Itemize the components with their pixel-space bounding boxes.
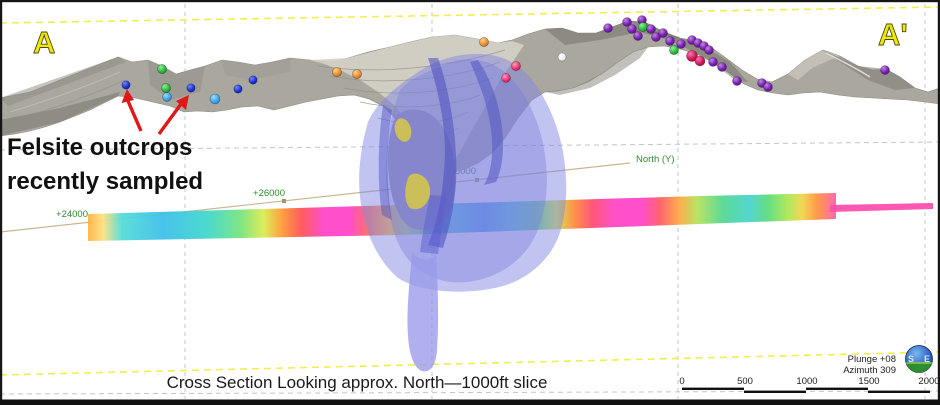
globe-ground (905, 363, 933, 373)
sample-point-purple (627, 24, 637, 34)
terrain-texture-line (9, 71, 121, 113)
sample-point-white (557, 52, 567, 62)
sample-point-purple (651, 32, 661, 42)
sample-point-purple (622, 17, 632, 27)
sample-point-purple (676, 39, 686, 49)
sample-point-purple (646, 24, 656, 34)
felsite-blue-body (359, 54, 567, 372)
blue-ribbon (420, 195, 446, 254)
azimuth-label: Azimuth 309 (843, 365, 896, 376)
sample-points-layer (121, 15, 890, 105)
sample-point-purple (763, 82, 773, 92)
sample-point-purple (603, 23, 613, 33)
terrain-shading (665, 33, 748, 82)
scale-segment (744, 390, 806, 393)
figure-caption: Cross Section Looking approx. North—1000… (167, 373, 548, 392)
blue-stalk (407, 252, 439, 372)
blue-ribbon (378, 105, 392, 220)
orientation-globe-icon[interactable]: S E (905, 345, 933, 374)
sample-point-purple (633, 31, 643, 41)
sample-point-blue (248, 75, 258, 85)
sample-point-green (669, 45, 679, 55)
globe-letter-s: S (908, 354, 914, 364)
terrain-shading (788, 50, 840, 80)
scale-label-1000: 1000 (796, 376, 817, 387)
scale-label-500: 500 (737, 376, 753, 387)
scale-label-0: 0 (679, 376, 684, 387)
terrain-texture-line (5, 79, 126, 123)
sample-point-purple (704, 45, 714, 55)
sample-point-cyan (209, 93, 221, 105)
section-label-a-prime: A' (878, 17, 908, 52)
sample-point-purple (717, 62, 727, 72)
terrain-shading (0, 92, 120, 136)
annotation-group: Felsite outcrops recently sampled (7, 89, 203, 195)
annotation-line1: Felsite outcrops (7, 134, 192, 161)
blue-ribbon (470, 60, 504, 185)
blue-body-outline (359, 54, 567, 292)
blue-ribbon (428, 58, 457, 248)
plunge-label: Plunge +08 (848, 354, 896, 365)
arrow-head (176, 95, 189, 110)
axis-tick-label-24000: +24000 (56, 209, 88, 220)
arrow-line (126, 100, 143, 132)
sample-point-crimson (694, 55, 706, 67)
sample-point-orange (352, 69, 362, 79)
sample-point-purple (732, 76, 742, 86)
sample-point-green (638, 22, 648, 32)
hill-road-line (825, 52, 871, 78)
sample-point-blue (233, 84, 243, 94)
axis-tick-26000 (282, 199, 286, 203)
sample-point-purple (708, 57, 718, 67)
sample-point-blue (186, 83, 196, 93)
section-label-a: A (33, 25, 55, 60)
view-orientation: Plunge +08 Azimuth 309 S E (843, 345, 933, 376)
scale-label-1500: 1500 (858, 376, 879, 387)
scale-label-2000: 2000 (918, 376, 939, 387)
figure-border-bottom (0, 399, 940, 405)
yellow-zone (394, 118, 412, 142)
terrain-shading (545, 47, 648, 95)
sample-point-purple (665, 36, 675, 46)
arrow-line (157, 102, 183, 136)
sample-point-pink (511, 61, 521, 71)
terrain-shading (823, 50, 915, 90)
scale-bar: 0 500 1000 1500 2000 (679, 376, 940, 393)
sample-point-blue (121, 80, 131, 90)
scale-segment (868, 390, 930, 393)
terrain-shading (0, 57, 126, 106)
grid-yellow-line-top (0, 6, 940, 24)
annotation-line2: recently sampled (7, 168, 203, 195)
sample-point-purple (658, 28, 668, 38)
sample-point-green (161, 83, 171, 93)
sample-point-purple (880, 65, 890, 75)
sample-point-orange (332, 67, 342, 77)
arrow-head (121, 89, 134, 103)
sample-point-orange (479, 37, 489, 47)
heatmap-thin-stripe (830, 203, 933, 212)
yellow-zone (405, 173, 431, 210)
sample-point-cyan (162, 92, 172, 102)
sample-point-green (157, 64, 167, 74)
scale-segment (806, 387, 868, 390)
north-axis-label: North (Y) (636, 154, 675, 165)
sample-point-crimson (686, 50, 698, 62)
scale-segment (682, 387, 744, 390)
sample-point-pink (501, 73, 511, 83)
grid-yellow-line-bottom (0, 351, 940, 376)
terrain-shading (222, 58, 290, 80)
annotation-arrows (121, 89, 189, 136)
axis-tick-label-26000: +26000 (253, 188, 285, 199)
globe-letter-e: E (924, 354, 930, 364)
